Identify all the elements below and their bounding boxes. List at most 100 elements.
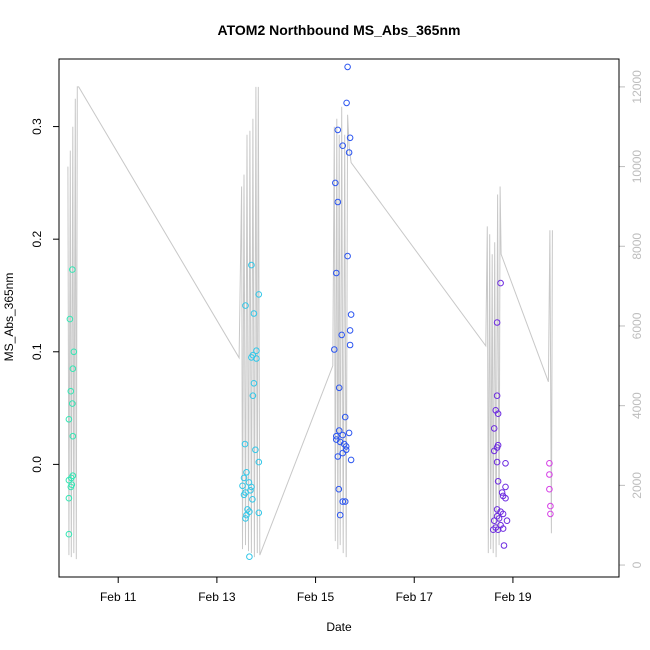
data-point-s3-p2 [493,392,501,400]
data-point-s1-p8 [250,380,258,387]
data-point-s1-p26 [242,515,249,522]
data-point-s2-p3 [346,134,354,142]
data-point-s3-p18 [499,510,507,518]
data-point-s2-p19 [345,429,353,437]
data-point-s2-p2 [334,126,342,134]
data-point-s2-p26 [339,449,347,457]
data-point-s1-p0 [248,261,255,269]
y2-tick-label-4: 8000 [630,233,644,260]
data-point-s0-p3 [69,365,77,373]
data-point-s2-p0 [344,63,351,71]
data-point-s0-p5 [69,400,76,407]
plot-frame [58,58,620,578]
chart-title: ATOM2 Northbound MS_Abs_365nm [218,22,461,38]
x-tick-label-3: Feb 17 [396,590,434,604]
data-point-s1-p2 [242,302,249,309]
data-point-s1-p25 [255,509,263,517]
x-tick-label-4: Feb 19 [494,590,532,604]
data-point-s2-p12 [338,331,346,339]
data-point-s3-p9 [493,458,501,466]
data-point-s3-p8 [490,447,498,455]
secondary-series-line [67,86,553,560]
data-point-s0-p7 [69,432,77,440]
y2-tick-label-1: 2000 [630,472,644,499]
secondary-series-layer [67,86,553,560]
x-tick-label-1: Feb 13 [198,590,236,604]
data-point-s3-p13 [498,489,506,496]
data-point-s2-p6 [332,179,339,187]
data-point-s2-p31 [341,498,349,505]
data-point-s1-p11 [252,446,259,454]
data-point-s2-p16 [341,413,349,421]
data-point-s3-p22 [503,517,511,525]
data-point-s2-p4 [339,142,347,149]
data-point-s2-p14 [331,346,338,353]
data-point-s1-p3 [250,310,258,317]
data-point-s0-p14 [65,530,73,538]
data-point-s3-p19 [493,512,501,520]
data-point-s3-p5 [490,425,498,432]
data-point-s3-p0 [497,279,504,287]
data-point-s1-p20 [240,491,248,499]
y2-tick-label-3: 6000 [630,312,644,339]
y-axis-label: MS_Abs_365nm [2,273,16,362]
y-tick-label-3: 0.3 [30,118,44,135]
data-point-s3-p12 [502,483,509,491]
data-point-s1-p27 [246,553,253,561]
data-point-s3-p11 [494,478,502,485]
data-point-s0-p10 [65,476,73,484]
y2-tick-label-2: 4000 [630,392,644,419]
data-point-s4-p2 [546,485,553,493]
data-point-s0-p2 [70,348,78,356]
y-tick-label-2: 0.2 [30,231,44,248]
data-point-s3-p21 [490,517,498,525]
data-point-s3-p28 [500,542,508,549]
axes-layer: Feb 11 Feb 13 Feb 15 Feb 17 Feb 19 0.0 0.1 0.2 0… [30,70,644,604]
y-tick-label-0: 0.0 [30,456,44,473]
data-point-s0-p1 [66,315,74,323]
data-point-s2-p7 [334,198,342,206]
data-point-s0-p4 [67,387,75,395]
data-point-s0-p6 [65,416,73,423]
data-point-s4-p1 [546,471,553,478]
y2-tick-label-6: 12000 [630,70,644,104]
data-point-s2-p24 [342,443,350,450]
data-point-s2-p32 [336,511,344,519]
y2-tick-label-5: 10000 [630,150,644,184]
data-point-s2-p28 [347,456,355,464]
data-point-s3-p27 [489,526,497,534]
y2-tick-label-0: 0 [630,561,644,568]
data-point-s2-p5 [345,149,353,156]
data-point-s2-p30 [339,498,347,505]
data-point-s2-p1 [343,99,350,107]
data-point-s3-p10 [502,460,509,467]
data-point-s1-p16 [239,482,246,490]
data-point-s2-p8 [344,252,351,260]
data-point-s0-p13 [65,494,73,502]
data-point-s4-p0 [546,460,553,467]
data-point-s2-p13 [346,341,354,349]
data-point-s1-p24 [243,511,250,519]
data-point-s3-p26 [499,525,507,532]
data-point-s2-p25 [342,446,350,454]
data-point-s2-p9 [333,269,340,277]
data-point-s0-p12 [67,483,75,491]
data-point-s2-p27 [334,453,342,460]
data-point-s0-p0 [69,266,76,273]
data-point-s1-p17 [248,483,255,491]
data-point-s1-p14 [240,474,248,482]
data-point-s2-p18 [339,431,347,439]
x-axis-label: Date [326,620,352,634]
data-point-s2-p10 [347,311,355,318]
data-point-s3-p4 [494,410,502,418]
data-points-layer [65,63,554,561]
data-point-s2-p17 [335,427,343,434]
data-point-s1-p1 [255,291,263,298]
data-point-s1-p10 [241,440,249,448]
data-point-s4-p4 [547,510,554,518]
data-point-s3-p15 [502,494,509,502]
data-point-s2-p20 [333,432,340,440]
data-point-s4-p3 [547,502,554,510]
data-point-s1-p13 [243,469,250,476]
